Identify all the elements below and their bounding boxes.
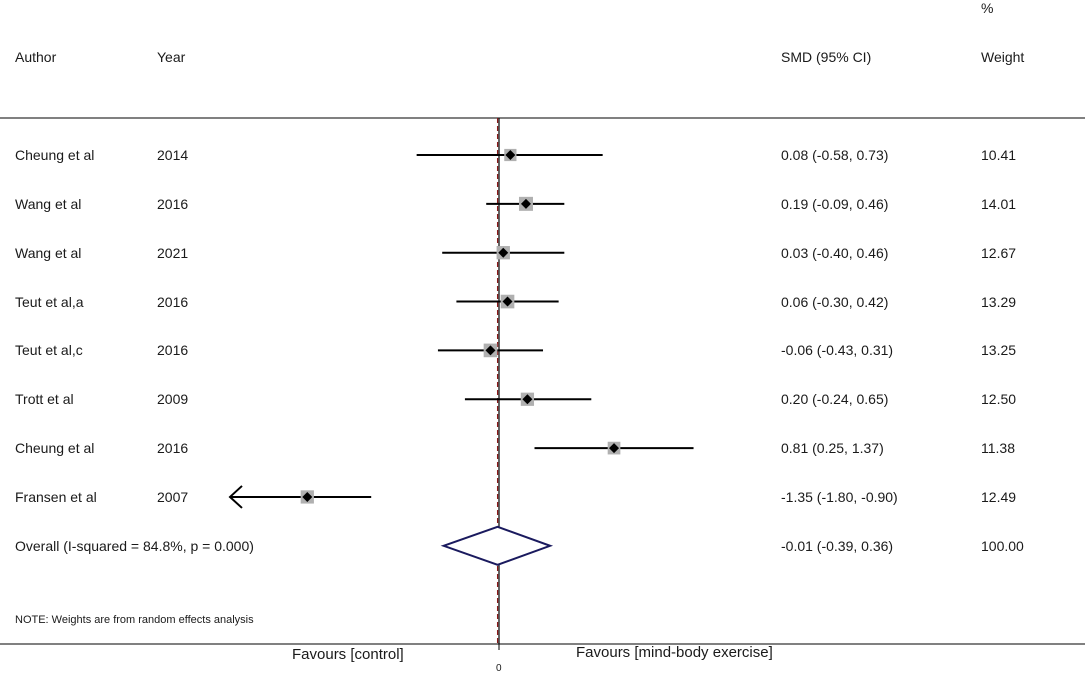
study-weight: 12.49 (981, 488, 1017, 505)
study-point-estimate (505, 150, 516, 160)
study-year: 2014 (157, 147, 189, 163)
study-point-estimate (520, 198, 531, 209)
overall-label: Overall (I-squared = 84.8%, p = 0.000) (15, 538, 254, 554)
favours-right-label: Favours [mind-body exercise] (576, 644, 773, 661)
study-year: 2016 (157, 195, 189, 212)
study-smd-ci: -0.06 (-0.43, 0.31) (781, 342, 894, 359)
study-weight: 12.50 (981, 391, 1017, 408)
study-point-estimate (502, 296, 513, 307)
study-smd-ci: 0.19 (-0.09, 0.46) (781, 195, 889, 212)
overall-diamond (440, 525, 554, 566)
study-author: Cheung et al (15, 147, 95, 163)
study-weight: 10.41 (981, 147, 1017, 163)
study-author: Teut et al,a (15, 293, 84, 310)
study-weight: 13.29 (981, 293, 1017, 310)
study-smd-ci: -1.35 (-1.80, -0.90) (781, 488, 898, 505)
header-author: Author (15, 49, 57, 65)
study-author: Trott et al (15, 391, 74, 408)
x-tick-zero: 0 (496, 663, 502, 674)
header-smd: SMD (95% CI) (781, 49, 872, 65)
study-point-estimate (485, 345, 496, 356)
header-weight: Weight (981, 49, 1025, 65)
study-year: 2016 (157, 293, 189, 310)
study-point-estimate (609, 443, 620, 454)
study-author: Fransen et al (15, 488, 97, 505)
study-author: Teut et al,c (15, 342, 83, 359)
study-year: 2016 (157, 342, 189, 359)
study-weight: 14.01 (981, 195, 1017, 212)
study-smd-ci: 0.08 (-0.58, 0.73) (781, 147, 889, 163)
study-smd-ci: 0.81 (0.25, 1.37) (781, 440, 884, 457)
study-point-estimate (522, 394, 533, 405)
study-author: Wang et al (15, 244, 82, 261)
study-weight: 11.38 (981, 440, 1015, 457)
study-point-estimate (302, 491, 313, 502)
study-author: Cheung et al (15, 440, 95, 457)
study-year: 2009 (157, 391, 189, 408)
header-year: Year (157, 49, 186, 65)
weights-note: NOTE: Weights are from random effects an… (15, 614, 254, 626)
study-author: Wang et al (15, 195, 82, 212)
study-weight: 13.25 (981, 342, 1017, 359)
study-year: 2021 (157, 244, 189, 261)
study-smd-ci: 0.06 (-0.30, 0.42) (781, 293, 889, 310)
study-weight: 12.67 (981, 244, 1017, 261)
favours-left-label: Favours [control] (292, 646, 404, 663)
header-percent: % (981, 0, 994, 16)
study-point-estimate (498, 247, 509, 258)
overall-weight: 100.00 (981, 538, 1024, 554)
study-smd-ci: 0.03 (-0.40, 0.46) (781, 244, 889, 261)
study-year: 2016 (157, 440, 189, 457)
study-ci-arrow (228, 485, 243, 509)
study-smd-ci: 0.20 (-0.24, 0.65) (781, 391, 889, 408)
study-year: 2007 (157, 488, 189, 505)
overall-ci: -0.01 (-0.39, 0.36) (781, 538, 894, 554)
